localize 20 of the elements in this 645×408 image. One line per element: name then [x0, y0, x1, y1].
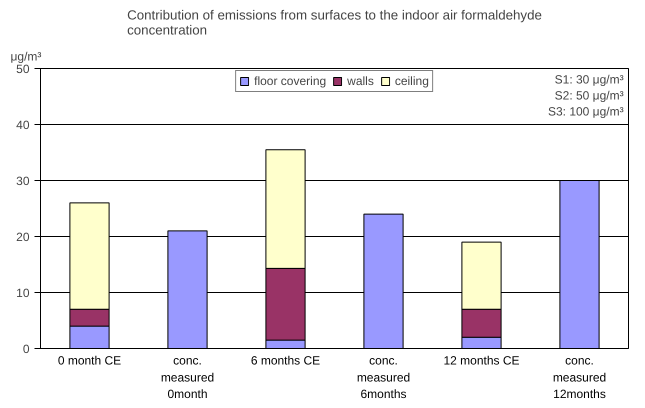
y-axis-title: μg/m³	[10, 50, 42, 64]
y-tick-label: 20	[16, 230, 30, 244]
annotation: S3: 100 μg/m³	[548, 104, 624, 118]
legend-label: ceiling	[394, 74, 429, 88]
legend-label: walls	[347, 74, 374, 88]
y-tick-label: 50	[16, 62, 30, 76]
y-tick-label: 30	[16, 174, 30, 188]
x-tick-label: 12 months CE	[443, 354, 520, 368]
x-tick-label: conc. measured 6months	[356, 354, 410, 402]
annotation: S2: 50 μg/m³	[554, 88, 624, 102]
y-tick-label: 10	[16, 286, 30, 300]
x-tick-label: 0 month CE	[58, 354, 122, 368]
annotation: S1: 30 μg/m³	[554, 72, 624, 86]
chart-title: Contribution of emissions from surfaces to the indoor air formaldehyde concentration	[127, 8, 542, 38]
y-tick-label: 40	[16, 118, 30, 132]
legend-label: floor covering	[254, 74, 326, 88]
x-tick-label: conc. measured 0month	[160, 354, 214, 402]
y-tick-label: 0	[22, 342, 30, 356]
x-tick-label: 6 months CE	[250, 354, 320, 368]
x-tick-label: conc. measured 12months	[552, 354, 606, 402]
